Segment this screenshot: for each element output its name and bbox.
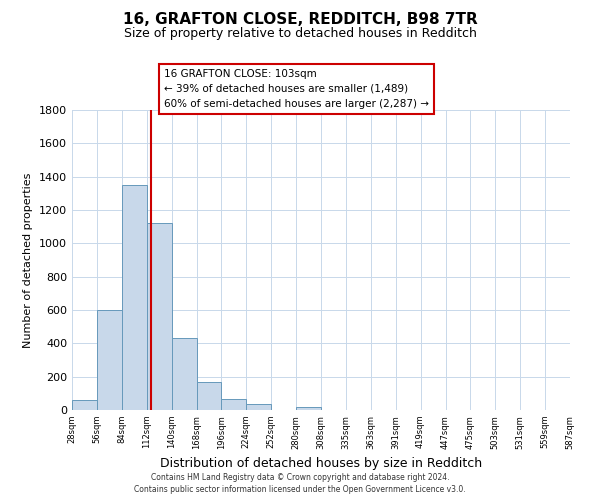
Bar bbox=[72, 400, 97, 410]
Text: 16 GRAFTON CLOSE: 103sqm
← 39% of detached houses are smaller (1,489)
60% of sem: 16 GRAFTON CLOSE: 103sqm ← 39% of detach… bbox=[164, 69, 429, 108]
Bar bbox=[197, 382, 221, 410]
Bar bbox=[247, 404, 271, 410]
Bar bbox=[172, 338, 197, 410]
Text: Contains public sector information licensed under the Open Government Licence v3: Contains public sector information licen… bbox=[134, 486, 466, 494]
Bar bbox=[97, 310, 122, 410]
X-axis label: Distribution of detached houses by size in Redditch: Distribution of detached houses by size … bbox=[160, 457, 482, 470]
Bar bbox=[122, 185, 146, 410]
Y-axis label: Number of detached properties: Number of detached properties bbox=[23, 172, 34, 348]
Bar bbox=[221, 399, 246, 410]
Bar bbox=[146, 224, 172, 410]
Text: Size of property relative to detached houses in Redditch: Size of property relative to detached ho… bbox=[124, 28, 476, 40]
Text: Contains HM Land Registry data © Crown copyright and database right 2024.: Contains HM Land Registry data © Crown c… bbox=[151, 473, 449, 482]
Text: 16, GRAFTON CLOSE, REDDITCH, B98 7TR: 16, GRAFTON CLOSE, REDDITCH, B98 7TR bbox=[122, 12, 478, 28]
Bar bbox=[296, 406, 321, 410]
